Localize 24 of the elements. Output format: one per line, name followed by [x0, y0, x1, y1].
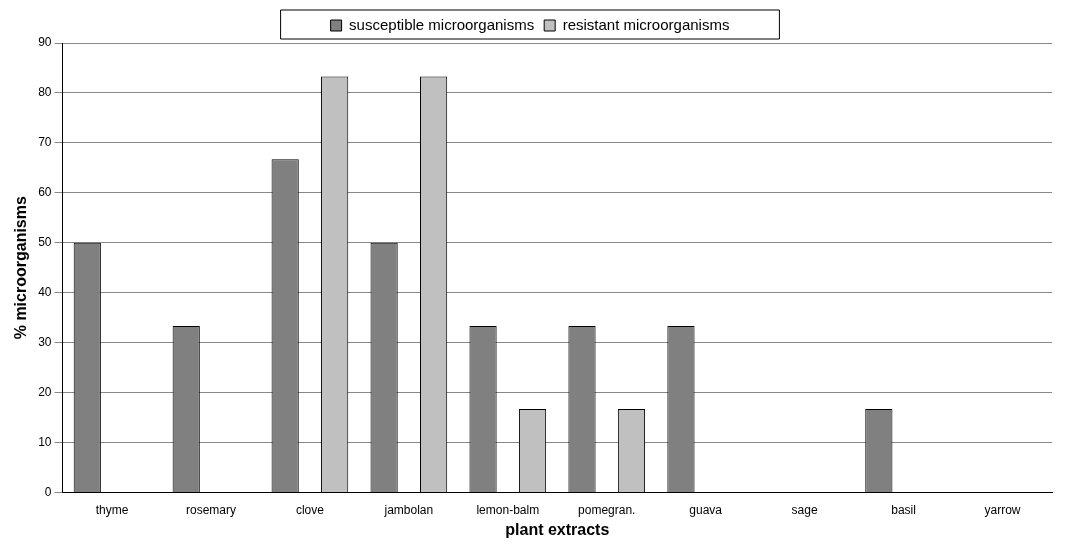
x-tick-label: sage	[791, 502, 818, 517]
y-tick-label: 40	[38, 284, 52, 299]
x-tick-label: thyme	[95, 502, 129, 517]
x-tick-label: yarrow	[984, 502, 1021, 517]
y-tick-label: 0	[44, 484, 52, 499]
x-tick-label: clove	[295, 502, 325, 517]
x-tick-label: guava	[689, 502, 723, 517]
x-axis-title: plant extracts	[505, 520, 610, 538]
x-tick-label: pomegran.	[578, 502, 636, 517]
y-tick-label: 80	[38, 85, 52, 100]
y-tick-label: 30	[38, 334, 52, 349]
y-tick-label: 50	[38, 235, 52, 250]
x-tick-label: rosemary	[185, 502, 236, 517]
y-axis-title: % microorganisms	[12, 196, 30, 340]
x-tick-label: lemon-balm	[476, 502, 540, 517]
y-tick-label: 90	[38, 35, 52, 50]
y-tick-label: 10	[38, 434, 52, 449]
y-tick-label: 70	[38, 135, 52, 150]
y-tick-label: 60	[38, 185, 52, 200]
legend-label: susceptible microorganisms	[349, 15, 535, 33]
x-tick-label: jambolan	[383, 502, 434, 517]
legend-label: resistant microorganisms	[562, 15, 730, 33]
x-tick-label: basil	[891, 502, 916, 517]
y-tick-label: 20	[38, 384, 52, 399]
